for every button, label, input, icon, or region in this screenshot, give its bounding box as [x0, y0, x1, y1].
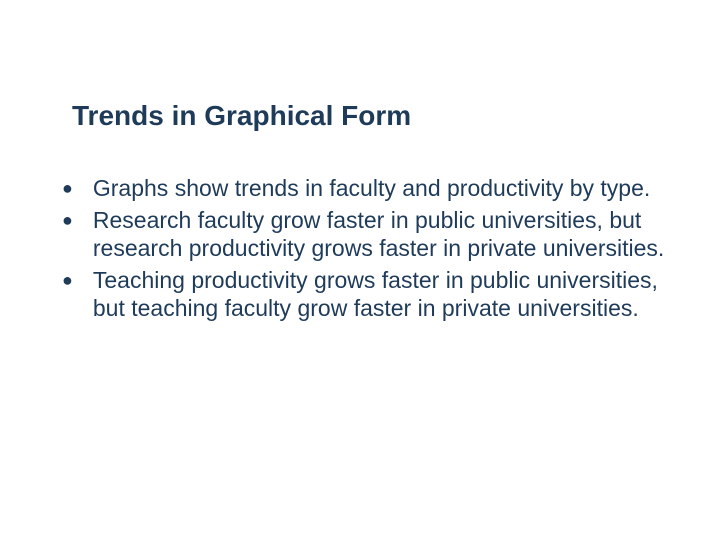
bullet-text: Teaching productivity grows faster in pu… [93, 266, 665, 322]
list-item: ● Teaching productivity grows faster in … [62, 266, 665, 322]
bullet-list: ● Graphs show trends in faculty and prod… [62, 174, 665, 322]
list-item: ● Research faculty grow faster in public… [62, 206, 665, 262]
bullet-text: Graphs show trends in faculty and produc… [93, 174, 665, 202]
list-item: ● Graphs show trends in faculty and prod… [62, 174, 665, 202]
bullet-icon: ● [62, 206, 73, 234]
bullet-icon: ● [62, 174, 73, 202]
bullet-icon: ● [62, 266, 73, 294]
slide: Trends in Graphical Form ● Graphs show t… [0, 0, 720, 540]
bullet-text: Research faculty grow faster in public u… [93, 206, 665, 262]
slide-title: Trends in Graphical Form [72, 100, 665, 132]
